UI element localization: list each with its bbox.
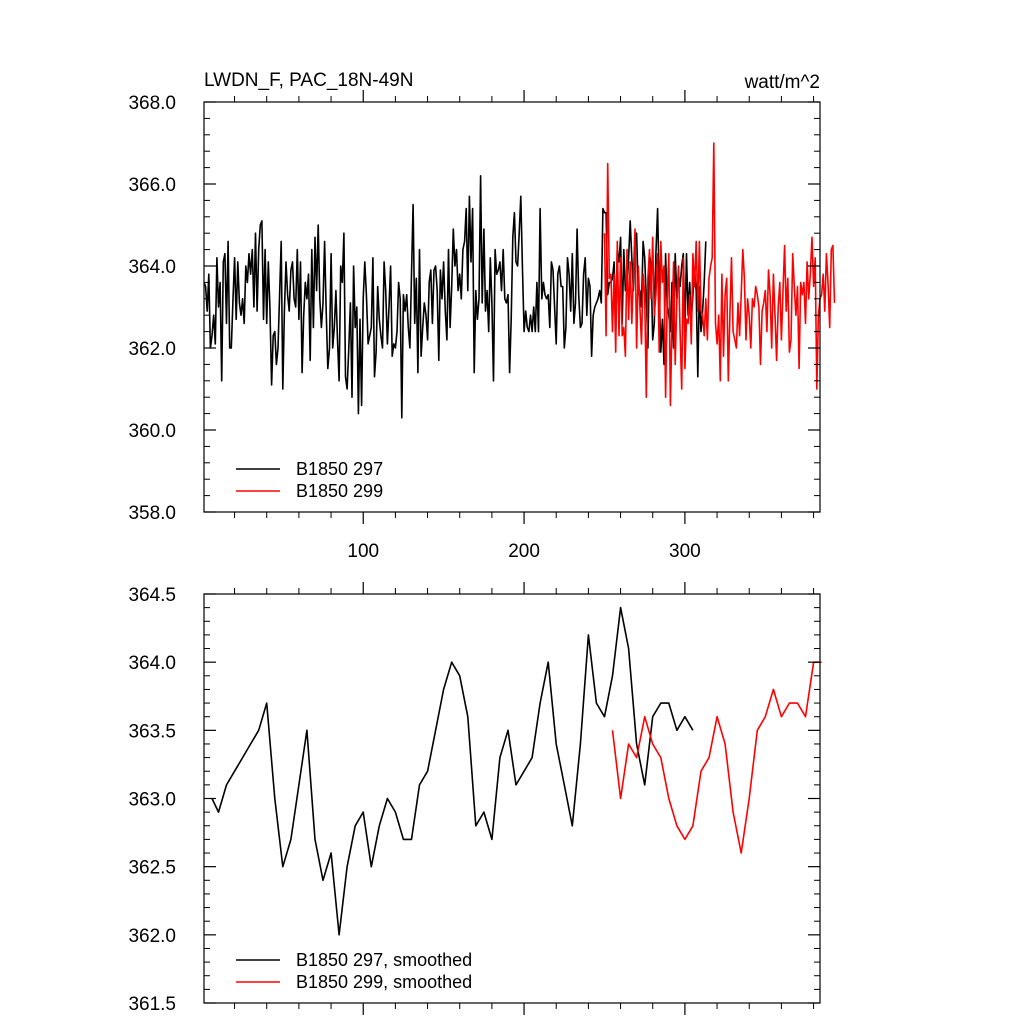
- chart-title: LWDN_F, PAC_18N-49N: [204, 70, 413, 91]
- y-tick-label: 366.0: [128, 175, 176, 196]
- series-line-b1850-299-smoothed: [611, 661, 822, 854]
- plot-frame: [203, 101, 821, 513]
- x-tick-label: 200: [508, 541, 540, 562]
- y-tick-label: 368.0: [128, 93, 176, 114]
- series-line-b1850-299: [603, 142, 836, 407]
- x-tick-label: 300: [669, 541, 701, 562]
- top-panel: 358.0 360.0 362.0 364.0 366.0 368.0 100 200 300 B…: [128, 90, 836, 562]
- legend-label: B1850 297: [296, 459, 383, 479]
- y-tick-label: 363.0: [128, 790, 176, 811]
- legend-label: B1850 299, smoothed: [296, 972, 472, 992]
- y-tick-label: 362.0: [128, 926, 176, 947]
- y-tick-label: 364.5: [128, 585, 176, 606]
- y-tick-label: 360.0: [128, 421, 176, 442]
- y-tick-label: 363.5: [128, 721, 176, 742]
- y-tick-label: 358.0: [128, 503, 176, 524]
- legend-label: B1850 297, smoothed: [296, 950, 472, 970]
- legend-label: B1850 299: [296, 481, 383, 501]
- y-tick-label: 362.0: [128, 339, 176, 360]
- y-tick-label: 361.5: [128, 994, 176, 1015]
- units-label: watt/m^2: [744, 72, 820, 93]
- y-tick-label: 362.5: [128, 858, 176, 879]
- series-line-b1850-297-smoothed: [211, 606, 694, 936]
- y-tick-label: 364.0: [128, 257, 176, 278]
- x-tick-label: 100: [347, 541, 379, 562]
- y-tick-label: 364.0: [128, 653, 176, 674]
- bottom-panel: 361.5 362.0 362.5 363.0 363.5 364.0 364.5 B1850…: [128, 582, 822, 1015]
